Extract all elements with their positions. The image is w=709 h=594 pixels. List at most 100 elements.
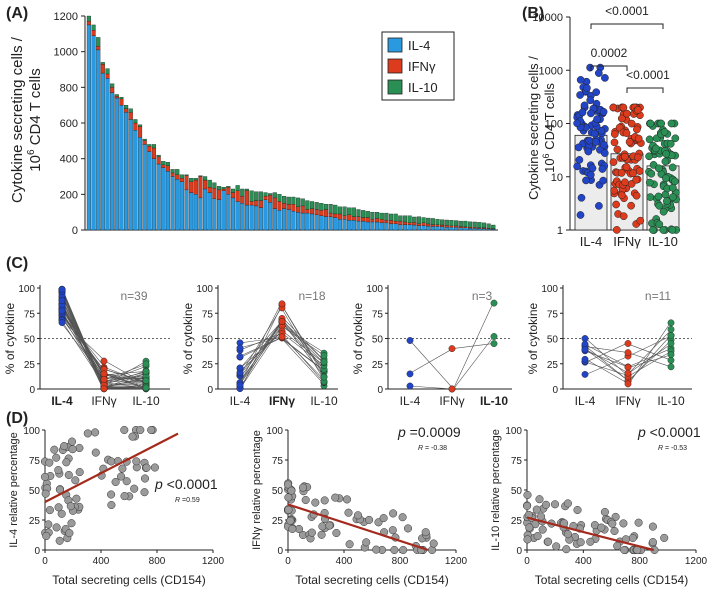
panel-c-point [236, 381, 244, 389]
panel-a-bar-il10 [477, 222, 482, 228]
panel-c-point [624, 349, 632, 356]
panel-d-xlabel: Total secreting cells (CD154) [52, 573, 205, 587]
panel-b-point [622, 129, 631, 137]
panel-d-xtick-label: 1200 [445, 556, 468, 567]
panel-d-point [107, 500, 116, 510]
panel-a-bar-il10 [472, 221, 477, 228]
panel-b-point [655, 220, 664, 229]
panel-d-point [147, 425, 156, 435]
panel-b-point [588, 164, 597, 173]
panel-label-c: (C) [6, 255, 28, 272]
panel-a-bar-il4 [337, 219, 342, 231]
panel-d-xtick-label: 0 [42, 556, 48, 567]
panel-a-bar-il4 [384, 222, 389, 231]
panel-d-point [403, 524, 413, 533]
panel-a-bar-il10 [235, 185, 240, 191]
panel-d-xtick-label: 800 [149, 556, 166, 567]
panel-a-bar-il10 [454, 220, 459, 227]
panel-d-ytick-label: 50 [272, 486, 284, 497]
panel-a-bar-ifng [184, 175, 189, 191]
panel-b-scatter-bar-chart: Cytokine secreting cells / 106 CD4 T cel… [526, 4, 681, 249]
panel-a-bar-il10 [440, 219, 445, 226]
panel-d-pvalue: p =0.0009 [397, 424, 461, 440]
panel-c-ytick-label: 25 [372, 360, 384, 371]
panel-d-point [140, 474, 150, 483]
panel-c-category-label: IFNγ [269, 394, 295, 408]
panel-b-point [617, 169, 626, 177]
panel-a-bar-il4 [347, 220, 352, 231]
panel-d-point [332, 528, 341, 538]
panel-a-bar-ifng [412, 222, 417, 226]
panel-a-bar-il4 [119, 105, 124, 231]
panel-a-bar-ifng [212, 187, 217, 199]
panel-a-bar-ifng [189, 181, 194, 193]
panel-a-bar-ifng [435, 224, 440, 227]
panel-d-ytick-label: 0 [277, 546, 283, 557]
panel-a-bar-ifng [124, 108, 129, 113]
panel-b-point [599, 176, 608, 185]
panel-b-comparison-bracket [590, 23, 664, 29]
panel-a-bar-il10 [435, 219, 440, 225]
panel-b-pvalue: 0.0002 [591, 46, 628, 60]
panel-a-bar-il4 [124, 112, 129, 231]
panel-d-point [283, 480, 293, 489]
panel-c-category-label: IL-10 [480, 394, 508, 408]
panel-c-category-label: IFNγ [615, 394, 640, 408]
panel-b-point [647, 169, 656, 178]
panel-b-point [636, 216, 645, 225]
panel-b-point [610, 186, 618, 195]
panel-d-point [320, 496, 329, 505]
panel-a-bar-il4 [305, 212, 310, 231]
panel-a-bar-il4 [388, 223, 394, 231]
panel-a-bar-il4 [314, 214, 319, 231]
panel-c-point [142, 377, 150, 384]
panel-a-bar-il4 [170, 176, 175, 231]
panel-d-xtick-label: 800 [392, 556, 409, 567]
panel-d-point [365, 515, 374, 524]
legend-label-ifng: IFNγ [408, 59, 436, 74]
panel-b-ytick-label: 10 [551, 172, 563, 184]
panel-a-bar-il10 [244, 188, 249, 191]
panel-a-bar-il10 [230, 188, 236, 193]
panel-d-point [550, 500, 560, 509]
panel-a-bar-ifng [282, 203, 287, 209]
panel-d-point [318, 522, 327, 531]
panel-b-point [594, 69, 603, 77]
panel-a-bar-il10 [286, 196, 291, 205]
panel-b-point [617, 114, 626, 123]
panel-d-point [301, 495, 310, 505]
panel-d-point [345, 540, 354, 549]
panel-b-point [635, 167, 644, 175]
panel-c-category-label: IL-10 [132, 394, 160, 408]
panel-a-bar-il10 [110, 83, 115, 88]
panel-c-point [667, 363, 675, 371]
panel-a-bar-il10 [393, 213, 398, 222]
panel-a-bar-il4 [226, 194, 231, 231]
panel-a-bar-il4 [449, 227, 454, 231]
panel-a-bar-ifng [240, 195, 245, 204]
panel-d-regression-line [287, 503, 429, 552]
panel-b-point [659, 226, 668, 234]
panel-c-point [236, 353, 244, 360]
panel-d-point [331, 493, 340, 502]
panel-c-point [142, 360, 150, 368]
panel-d-point [72, 494, 81, 503]
panel-d-point [65, 529, 74, 538]
panel-c-ylabel: % of cytokine [351, 302, 365, 374]
panel-a-bar-il10 [384, 212, 389, 221]
panel-a-bar-il4 [216, 199, 222, 231]
panel-a-bar-il4 [426, 225, 431, 231]
panel-a-bar-il10 [240, 188, 245, 197]
panel-a-bar-il10 [291, 196, 296, 205]
panel-d-point [525, 523, 534, 532]
panel-a-bar-il10 [254, 191, 259, 201]
panel-d-pvalue: p <0.0001 [154, 476, 218, 492]
panel-d-point [523, 490, 532, 500]
panel-c-point [278, 333, 286, 341]
panel-a-bar-il4 [342, 219, 347, 231]
panel-a-bar-ifng [151, 147, 157, 159]
panel-b-point [662, 150, 671, 158]
panel-d-point [610, 526, 619, 536]
panel-d-point [68, 445, 77, 454]
